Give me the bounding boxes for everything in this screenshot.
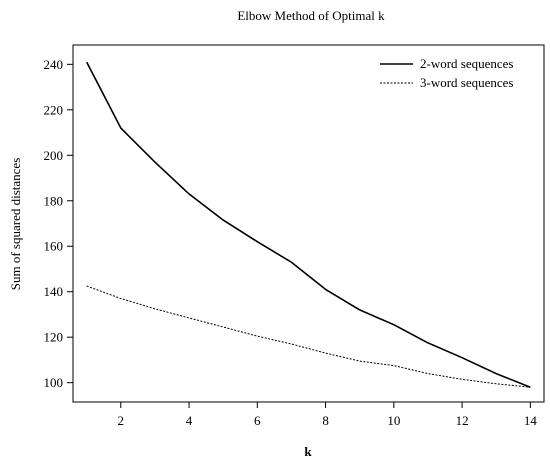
x-tick-label: 4 — [186, 413, 193, 428]
x-tick-label: 12 — [456, 413, 469, 428]
x-axis-ticks: 2 4 6 8 10 12 14 — [118, 402, 538, 428]
y-tick-label: 240 — [44, 57, 64, 72]
y-tick-label: 200 — [44, 148, 64, 163]
x-tick-label: 8 — [322, 413, 329, 428]
y-tick-label: 140 — [44, 284, 64, 299]
y-axis-ticks: 100 120 140 160 180 200 220 240 — [44, 57, 73, 390]
series-line-1 — [85, 61, 531, 388]
y-tick-label: 160 — [44, 239, 64, 254]
x-tick-label: 2 — [118, 413, 125, 428]
legend-label-2: 3-word sequences — [420, 75, 514, 90]
y-tick-label: 220 — [44, 102, 64, 117]
y-tick-label: 180 — [44, 193, 64, 208]
y-tick-label: 100 — [44, 375, 64, 390]
y-tick-label: 120 — [44, 330, 64, 345]
chart-title: Elbow Method of Optimal k — [237, 8, 385, 23]
y-axis-label: Sum of squared distances — [8, 158, 23, 291]
legend: 2-word sequences 3-word sequences — [380, 56, 514, 90]
plot-frame — [72, 44, 545, 403]
legend-label-1: 2-word sequences — [420, 56, 514, 71]
x-tick-label: 14 — [524, 413, 538, 428]
x-axis-label: k — [304, 444, 312, 459]
x-tick-label: 10 — [387, 413, 400, 428]
series-line-2 — [86, 285, 531, 388]
series-layer — [85, 61, 531, 388]
x-tick-label: 6 — [254, 413, 261, 428]
